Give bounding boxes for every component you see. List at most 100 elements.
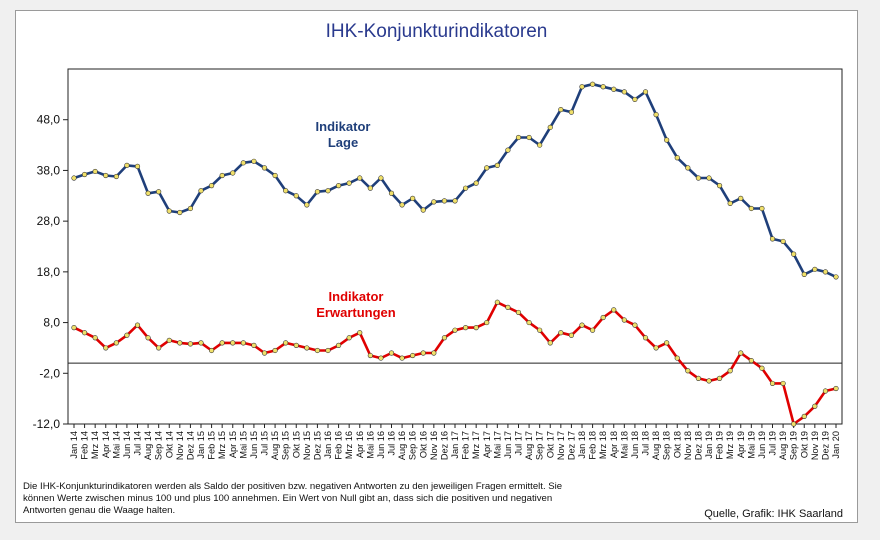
data-point [473, 180, 479, 186]
data-point [632, 96, 638, 103]
data-point [71, 175, 77, 181]
data-point [283, 188, 289, 194]
data-point [621, 317, 627, 323]
x-tick-label: Aug 17 [524, 431, 534, 460]
x-tick-label: Nov 15 [302, 431, 312, 460]
source-credit: Quelle, Grafik: IHK Saarland [704, 508, 843, 520]
data-point [537, 142, 543, 148]
x-tick-label: Jun 17 [503, 431, 513, 459]
data-point [473, 325, 479, 331]
x-tick-label: Okt 15 [291, 431, 301, 458]
y-tick-label: 18,0 [37, 265, 61, 279]
x-tick-label: Aug 19 [778, 431, 788, 460]
data-point [452, 327, 458, 333]
data-point [314, 347, 321, 354]
data-point [611, 86, 617, 92]
data-point [547, 340, 553, 346]
data-point [198, 340, 204, 346]
data-point [494, 299, 500, 305]
x-tick-label: Sep 17 [535, 431, 545, 460]
x-tick-label: Aug 14 [143, 431, 153, 460]
data-point [600, 84, 606, 90]
y-tick-label: -12,0 [33, 417, 61, 431]
data-point [92, 168, 98, 175]
x-tick-label: Okt 19 [799, 431, 809, 458]
data-point [653, 112, 659, 118]
data-point [706, 378, 712, 384]
x-tick-label: Feb 14 [80, 431, 90, 460]
x-tick-label: Mai 19 [746, 431, 756, 459]
data-point [801, 271, 807, 277]
data-point [653, 345, 659, 351]
data-point [791, 421, 797, 427]
data-point [177, 209, 183, 216]
data-point [410, 352, 416, 359]
x-tick-label: Mrz 14 [90, 431, 100, 459]
x-tick-label: Jan 17 [450, 431, 460, 459]
data-point [664, 340, 670, 346]
data-point [833, 385, 839, 392]
data-point [420, 207, 426, 213]
data-point [674, 155, 680, 161]
series-label: Indikator [316, 119, 371, 134]
data-point [822, 269, 829, 275]
data-point [261, 165, 268, 171]
x-tick-label: Jun 14 [122, 431, 132, 459]
data-point [748, 205, 754, 212]
data-point [568, 109, 575, 115]
x-tick-label: Jan 19 [704, 431, 714, 459]
x-tick-label: Feb 15 [207, 431, 217, 460]
data-point [357, 175, 363, 181]
data-point [727, 368, 733, 374]
x-tick-label: Feb 19 [715, 431, 725, 460]
data-point [219, 172, 225, 179]
data-point [515, 134, 522, 141]
data-point [346, 335, 352, 341]
x-tick-label: Dez 16 [439, 431, 449, 460]
data-point [579, 322, 585, 328]
data-point [251, 158, 257, 164]
data-point [716, 183, 723, 189]
data-point [113, 340, 119, 346]
x-tick-label: Dez 18 [693, 431, 703, 460]
data-point [685, 165, 691, 171]
data-point [399, 202, 405, 208]
x-tick-label: Nov 18 [683, 431, 693, 460]
data-point [134, 163, 141, 169]
data-point [145, 190, 151, 196]
data-point [399, 355, 405, 361]
data-point [812, 403, 818, 409]
data-point [642, 89, 649, 95]
x-tick-label: Apr 14 [101, 431, 111, 458]
data-point [208, 183, 215, 189]
x-tick-label: Jan 20 [831, 431, 841, 459]
series-label: Indikator [329, 289, 384, 304]
x-tick-label: Apr 16 [355, 431, 365, 458]
data-point [325, 188, 331, 194]
y-tick-label: 28,0 [37, 214, 61, 228]
series-label: Lage [328, 135, 358, 150]
data-point [759, 205, 765, 212]
x-tick-label: Jul 19 [768, 431, 778, 456]
x-tick-label: Dez 14 [185, 431, 195, 460]
data-point [706, 175, 712, 181]
data-point [272, 347, 278, 354]
data-point [441, 198, 448, 204]
x-tick-label: Mai 18 [619, 431, 629, 459]
data-point [579, 84, 585, 90]
x-tick-label: Sep 15 [281, 431, 291, 460]
data-point [367, 352, 373, 359]
data-point [801, 413, 807, 419]
data-point [177, 340, 183, 346]
x-tick-label: Apr 15 [228, 431, 238, 458]
data-point [431, 350, 437, 356]
x-tick-label: Feb 17 [461, 431, 471, 460]
data-point [187, 205, 194, 212]
data-point [431, 199, 437, 205]
data-point [505, 304, 511, 310]
data-point [92, 335, 98, 341]
x-tick-label: Aug 16 [397, 431, 407, 460]
data-point [103, 172, 109, 179]
data-point [251, 342, 257, 348]
data-point [769, 236, 776, 242]
